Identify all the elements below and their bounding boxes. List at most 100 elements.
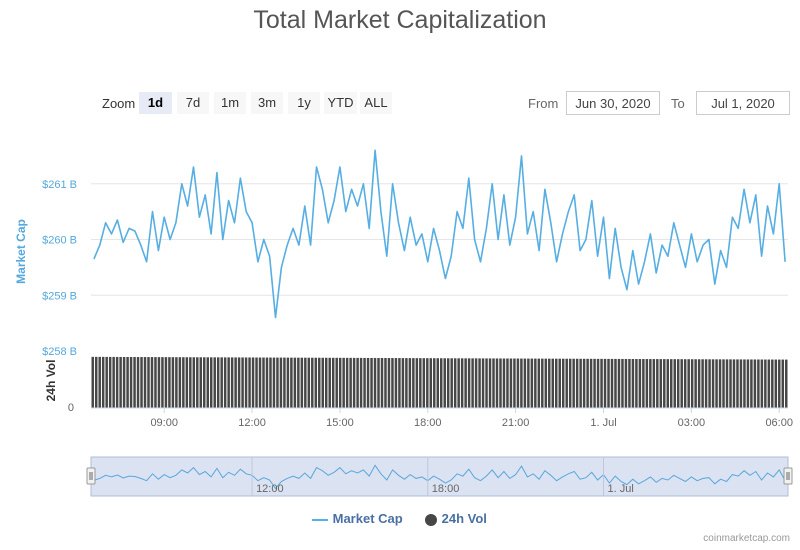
volume-bar — [656, 359, 659, 408]
volume-bar — [785, 359, 788, 408]
volume-bar — [534, 358, 537, 408]
volume-bar — [488, 358, 492, 408]
volume-bar — [502, 358, 506, 408]
volume-bar — [412, 358, 415, 408]
range-to-input[interactable] — [696, 91, 790, 115]
volume-bar — [283, 357, 286, 408]
zoom-label: Zoom — [102, 96, 136, 111]
volume-bar — [352, 357, 356, 408]
volume-bar — [178, 357, 182, 408]
volume-bar — [607, 358, 610, 408]
volume-bar — [513, 358, 516, 408]
volume-bar — [739, 359, 743, 408]
volume-bar — [701, 359, 704, 408]
volume-bar — [729, 359, 732, 408]
volume-bar — [659, 359, 663, 408]
volume-bar — [561, 358, 565, 408]
volume-bar — [328, 357, 331, 408]
volume-bar — [370, 357, 373, 408]
volume-bar — [209, 357, 213, 408]
zoom-button-1d[interactable]: 1d — [139, 92, 172, 114]
volume-bar — [624, 358, 628, 408]
volume-bar — [467, 358, 471, 408]
volume-bar — [248, 357, 251, 408]
volume-bar — [443, 358, 446, 408]
volume-bar — [230, 357, 234, 408]
y-tick-label: $261 B — [42, 179, 77, 191]
x-tick-label: 12:00 — [238, 417, 266, 429]
volume-bar — [670, 359, 673, 408]
market-cap-line — [93, 149, 786, 319]
volume-bar — [251, 357, 255, 408]
range-from-input[interactable] — [566, 91, 660, 115]
volume-bar — [349, 357, 352, 408]
volume-bar — [746, 359, 750, 408]
x-tick-label: 09:00 — [150, 417, 178, 429]
volume-bar — [136, 357, 140, 408]
volume-bar — [617, 358, 621, 408]
volume-bar — [290, 357, 293, 408]
volume-bar — [704, 359, 708, 408]
volume-bar — [129, 357, 133, 408]
volume-bar — [495, 358, 499, 408]
legend-item-volume[interactable]: 24h Vol — [424, 511, 487, 526]
volume-bar — [150, 357, 154, 408]
volume-bar — [196, 357, 199, 408]
zoom-button-3m[interactable]: 3m — [251, 92, 283, 114]
zoom-button-ytd[interactable]: YTD — [324, 92, 357, 114]
volume-bar — [565, 358, 568, 408]
volume-bar — [415, 358, 419, 408]
zoom-button-7d[interactable]: 7d — [177, 92, 209, 114]
volume-bar — [279, 357, 283, 408]
volume-bar — [736, 359, 739, 408]
navigator-tick-label: 1. Jul — [608, 483, 634, 495]
volume-bar — [244, 357, 248, 408]
volume-bar — [732, 359, 736, 408]
navigator-series-line — [93, 464, 786, 490]
volume-bar — [182, 357, 185, 408]
volume-bar — [767, 359, 771, 408]
volume-bar — [272, 357, 276, 408]
volume-bar — [335, 357, 338, 408]
volume-bar — [781, 359, 785, 408]
legend-label-market-cap: Market Cap — [332, 511, 403, 526]
volume-bar — [631, 358, 635, 408]
volume-bar — [276, 357, 279, 408]
zoom-button-1m[interactable]: 1m — [214, 92, 246, 114]
zoom-button-all[interactable]: ALL — [360, 92, 392, 114]
volume-bar — [579, 358, 582, 408]
volume-bar — [541, 358, 544, 408]
volume-bar — [300, 357, 304, 408]
volume-bar — [297, 357, 300, 408]
volume-bar — [401, 358, 405, 408]
volume-bar — [189, 357, 192, 408]
volume-bar — [122, 356, 126, 408]
volume-bar — [673, 359, 676, 408]
volume-bar — [697, 359, 701, 408]
volume-bar — [481, 358, 485, 408]
volume-bar — [516, 358, 520, 408]
volume-bar — [530, 358, 534, 408]
volume-bar — [558, 358, 561, 408]
volume-bar — [234, 357, 237, 408]
volume-bar — [680, 359, 683, 408]
volume-bar — [380, 357, 384, 408]
volume-bar — [638, 359, 642, 408]
volume-bar — [223, 357, 227, 408]
volume-bar — [433, 358, 436, 408]
y-tick-label: $259 B — [42, 290, 77, 302]
legend-item-market-cap[interactable]: Market Cap — [311, 511, 403, 526]
y-tick-label: $258 B — [42, 346, 77, 358]
volume-bar — [237, 357, 241, 408]
zoom-button-1y[interactable]: 1y — [288, 92, 320, 114]
volume-axis-title: 24h Vol — [44, 360, 58, 402]
volume-bar — [147, 357, 150, 408]
volume-bar — [373, 357, 377, 408]
volume-bar — [203, 357, 206, 408]
volume-bar — [572, 358, 575, 408]
volume-bar — [398, 358, 401, 408]
range-to-label: To — [671, 96, 685, 111]
volume-bar — [715, 359, 718, 408]
volume-bar — [422, 358, 426, 408]
volume-bar — [589, 358, 593, 408]
